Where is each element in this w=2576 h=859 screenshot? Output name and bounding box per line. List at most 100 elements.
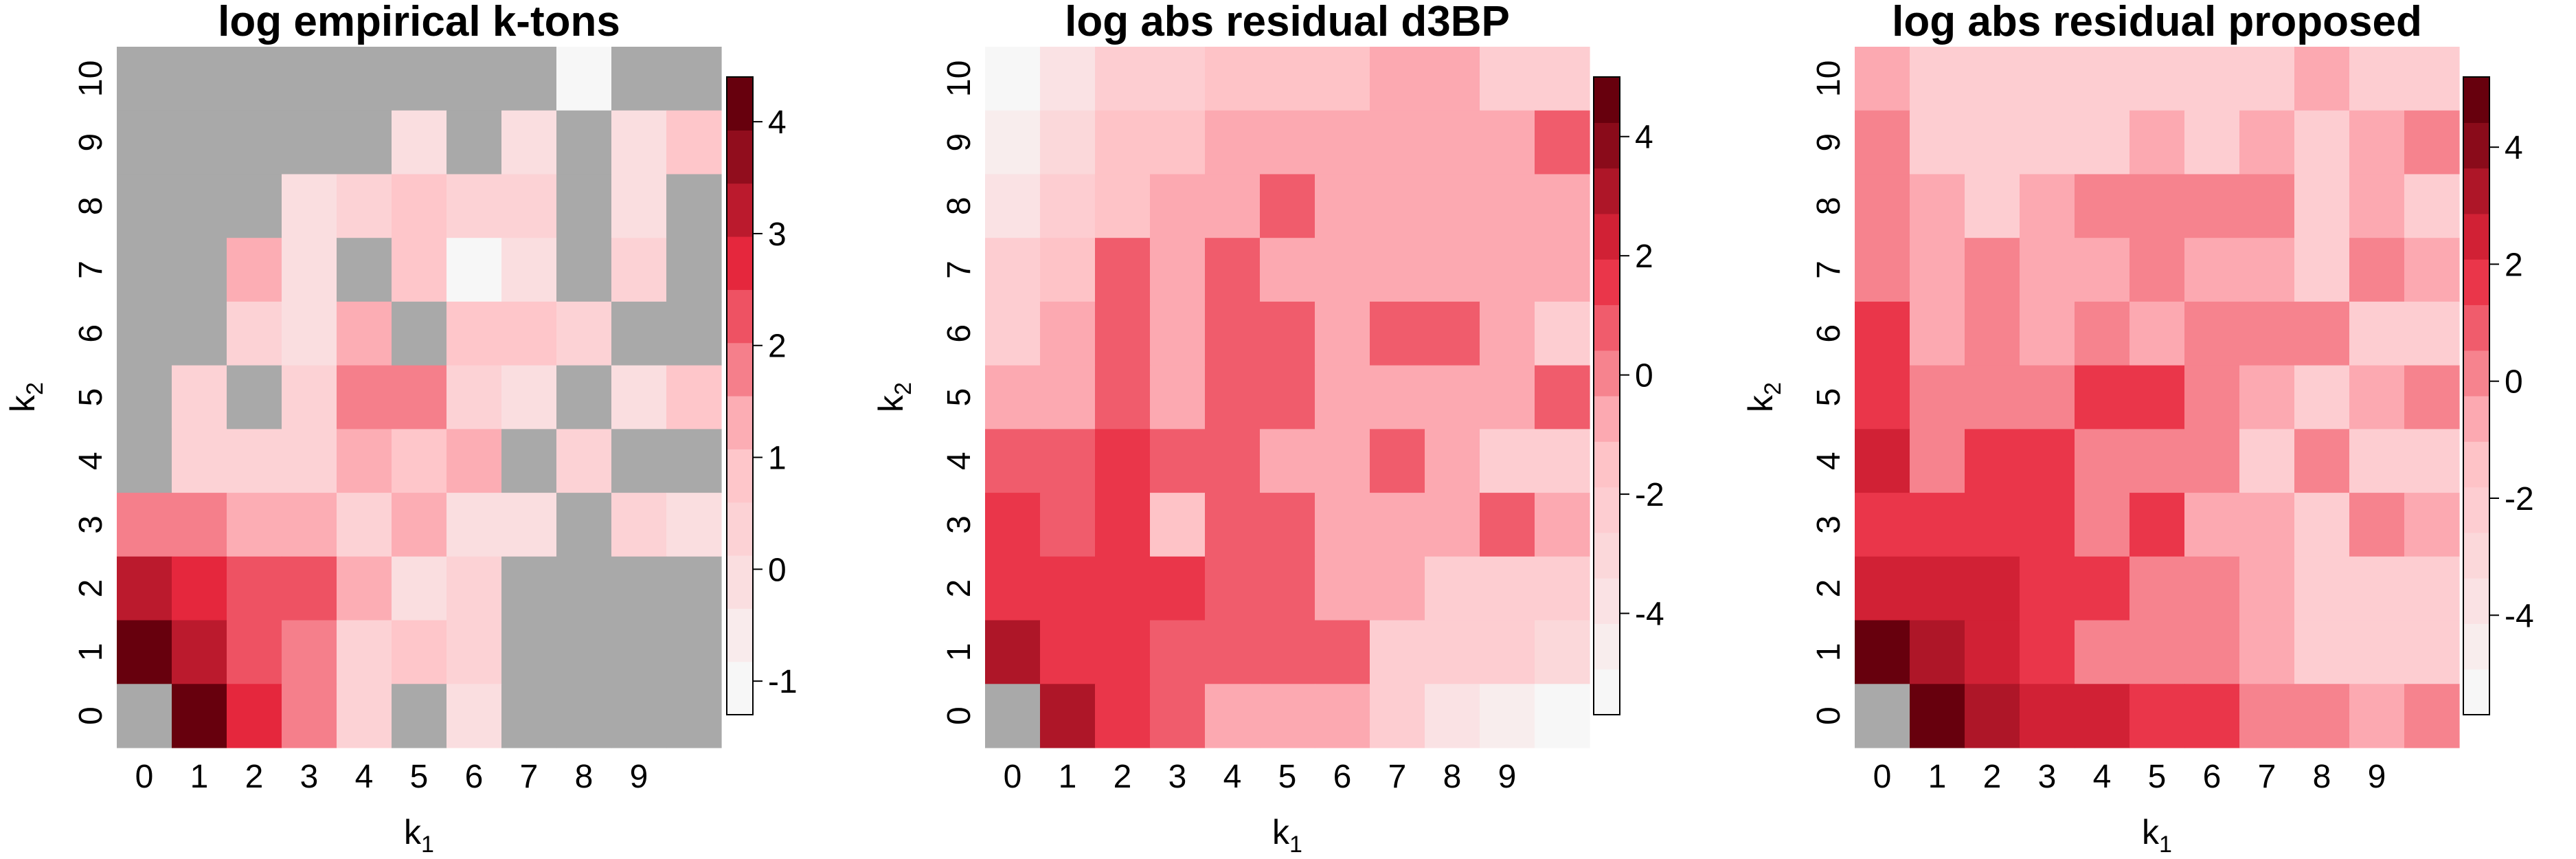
chart-title: log abs residual d3BP	[1065, 0, 1510, 45]
heatmap-cell-k1-3-k2-0	[2020, 684, 2075, 748]
x-tick-label: 4	[1223, 759, 1242, 795]
y-tick-label: 9	[73, 133, 109, 152]
x-tick-label: 7	[1388, 759, 1407, 795]
heatmap-cell-k1-7-k2-2	[501, 556, 557, 621]
colorbar-segment	[2463, 168, 2489, 214]
heatmap-cell-k1-8-k2-5	[1425, 365, 1480, 430]
heatmap-cell-k1-4-k2-10	[337, 47, 392, 111]
chart-title: log empirical k-tons	[218, 0, 620, 45]
y-tick-label: 5	[941, 388, 978, 407]
heatmap-cell-k1-1-k2-5	[172, 365, 227, 430]
heatmap-cell-k1-6-k2-5	[1315, 365, 1370, 430]
heatmap-cell-k1-4-k2-1	[337, 620, 392, 684]
heatmap-cell-k1-1-k2-7	[1910, 238, 1965, 302]
heatmap-cell-k1-2-k2-2	[1095, 556, 1151, 621]
y-tick-label: 8	[73, 197, 109, 215]
heatmap-cell-k1-6-k2-6	[1315, 301, 1370, 366]
y-tick-label: 7	[941, 260, 978, 279]
heatmap-cell-k1-7-k2-3	[501, 493, 557, 557]
colorbar-segment	[1594, 213, 1620, 260]
heatmap-cell-k1-8-k2-7	[556, 238, 612, 302]
colorbar-segment	[1594, 487, 1620, 533]
y-tick-label: 0	[73, 706, 109, 725]
heatmap-cell-k1-5-k2-8	[392, 174, 447, 238]
heatmap-cell-k1-3-k2-3	[2020, 493, 2075, 557]
heatmap-cell-k1-2-k2-1	[227, 620, 282, 684]
heatmap-cell-k1-8-k2-3	[556, 493, 612, 557]
y-tick-label: 10	[73, 60, 109, 97]
heatmap-cell-k1-0-k2-3	[985, 493, 1041, 557]
x-tick-label: 1	[1928, 759, 1947, 795]
colorbar-segment	[727, 183, 753, 237]
heatmap-cell-k1-5-k2-9	[2129, 110, 2185, 175]
colorbar-segment	[2463, 578, 2489, 625]
heatmap-cell-k1-10-k2-1	[2404, 620, 2460, 684]
heatmap-cell-k1-6-k2-6	[447, 301, 502, 366]
colorbar-frame	[1593, 76, 1620, 715]
heatmap-cell-k1-6-k2-4	[2184, 429, 2240, 493]
heatmap-cell-k1-9-k2-0	[611, 684, 667, 748]
heatmap-cell-k1-6-k2-1	[1315, 620, 1370, 684]
heatmap-cell-k1-8-k2-10	[2294, 47, 2350, 111]
heatmap-cell-k1-8-k2-5	[2294, 365, 2350, 430]
heatmap-cell-k1-8-k2-2	[1425, 556, 1480, 621]
heatmap-cell-k1-6-k2-3	[447, 493, 502, 557]
heatmap-cell-k1-7-k2-9	[2239, 110, 2295, 175]
heatmap-cell-k1-2-k2-5	[227, 365, 282, 430]
x-tick-label: 8	[575, 759, 594, 795]
heatmap-cell-k1-4-k2-6	[1205, 301, 1261, 366]
heatmap-cell-k1-8-k2-2	[556, 556, 612, 621]
colorbar-segment	[727, 661, 753, 715]
colorbar-tick-label: -1	[768, 664, 798, 700]
heatmap-cell-k1-6-k2-3	[1315, 493, 1370, 557]
heatmap-cell-k1-8-k2-7	[1425, 238, 1480, 302]
heatmap-cell-k1-1-k2-1	[1040, 620, 1096, 684]
colorbar-segment	[727, 130, 753, 184]
colorbar-segment	[2463, 669, 2489, 715]
heatmap-cell-k1-2-k2-1	[1965, 620, 2020, 684]
y-tick-label: 6	[73, 324, 109, 343]
heatmap-cell-k1-4-k2-7	[1205, 238, 1261, 302]
heatmap-cell-k1-10-k2-1	[1535, 620, 1590, 684]
heatmap-cell-k1-8-k2-10	[1425, 47, 1480, 111]
heatmap-cell-k1-9-k2-9	[611, 110, 667, 175]
heatmap-cell-k1-8-k2-4	[556, 429, 612, 493]
colorbar-segment	[1594, 259, 1620, 306]
heatmap-cell-k1-4-k2-4	[337, 429, 392, 493]
heatmap-cell-k1-4-k2-9	[2075, 110, 2130, 175]
heatmap-cell-k1-3-k2-0	[282, 684, 337, 748]
y-tick-label: 1	[941, 643, 978, 662]
heatmap-cell-k1-0-k2-2	[985, 556, 1041, 621]
heatmap-cell-k1-10-k2-7	[666, 238, 722, 302]
heatmap-cell-k1-5-k2-0	[1260, 684, 1315, 748]
heatmap-cell-k1-5-k2-3	[1260, 493, 1315, 557]
heatmap-cell-k1-4-k2-9	[1205, 110, 1261, 175]
heatmap-cell-k1-9-k2-3	[1480, 493, 1535, 557]
y-tick-label: 7	[1811, 260, 1847, 279]
heatmap-cell-k1-4-k2-8	[2075, 174, 2130, 238]
heatmap-cell-k1-0-k2-5	[985, 365, 1041, 430]
heatmap-cell-k1-2-k2-3	[1965, 493, 2020, 557]
y-tick-label: 9	[941, 133, 978, 152]
y-tick-label: 8	[941, 197, 978, 215]
heatmap-cell-k1-2-k2-3	[1095, 493, 1151, 557]
x-tick-label: 4	[2093, 759, 2112, 795]
heatmap-cell-k1-9-k2-8	[1480, 174, 1535, 238]
heatmap-cell-k1-3-k2-4	[1150, 429, 1206, 493]
heatmap-cell-k1-6-k2-6	[2184, 301, 2240, 366]
heatmap-cell-k1-10-k2-6	[2404, 301, 2460, 366]
heatmap-cell-k1-6-k2-10	[447, 47, 502, 111]
heatmap-cell-k1-9-k2-9	[2349, 110, 2405, 175]
heatmap-cell-k1-4-k2-4	[2075, 429, 2130, 493]
heatmap-cell-k1-10-k2-0	[1535, 684, 1590, 748]
heatmap-cell-k1-4-k2-9	[337, 110, 392, 175]
heatmap-cell-k1-5-k2-4	[2129, 429, 2185, 493]
heatmap-cell-k1-2-k2-0	[1095, 684, 1151, 748]
heatmap-cell-k1-1-k2-8	[1040, 174, 1096, 238]
x-axis-label: k1	[404, 813, 434, 858]
heatmap-cell-k1-6-k2-9	[2184, 110, 2240, 175]
heatmap-cell-k1-7-k2-4	[2239, 429, 2295, 493]
heatmap-cell-k1-5-k2-4	[392, 429, 447, 493]
heatmap-cell-k1-0-k2-5	[1855, 365, 1910, 430]
